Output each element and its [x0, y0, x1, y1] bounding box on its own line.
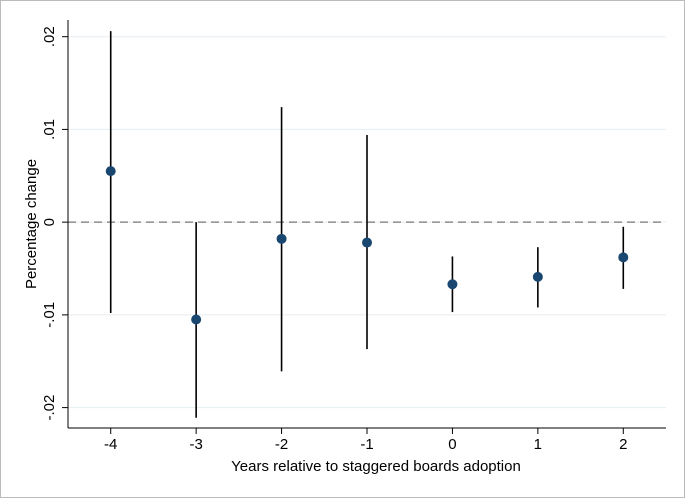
point — [447, 279, 458, 290]
x-tick-label: 1 — [534, 436, 542, 453]
x-tick-label: -4 — [104, 436, 117, 453]
y-tick-label: -.02 — [41, 395, 58, 421]
x-tick-label: -2 — [275, 436, 288, 453]
y-tick-label: 0 — [41, 218, 58, 226]
point — [276, 233, 287, 244]
y-tick-label: .01 — [41, 119, 58, 140]
point — [105, 166, 116, 177]
point — [362, 237, 372, 248]
point — [618, 252, 629, 263]
point — [191, 314, 202, 325]
x-tick-label: 2 — [619, 436, 627, 453]
x-tick-label: 0 — [448, 436, 456, 453]
y-tick-label: -.01 — [41, 302, 58, 328]
x-axis-title: Years relative to staggered boards adopt… — [231, 458, 521, 475]
y-tick-label: .02 — [41, 26, 58, 47]
x-tick-label: -1 — [360, 436, 373, 453]
x-tick-label: -3 — [189, 436, 202, 453]
y-axis-title: Percentage change — [23, 159, 40, 289]
point — [532, 271, 543, 282]
